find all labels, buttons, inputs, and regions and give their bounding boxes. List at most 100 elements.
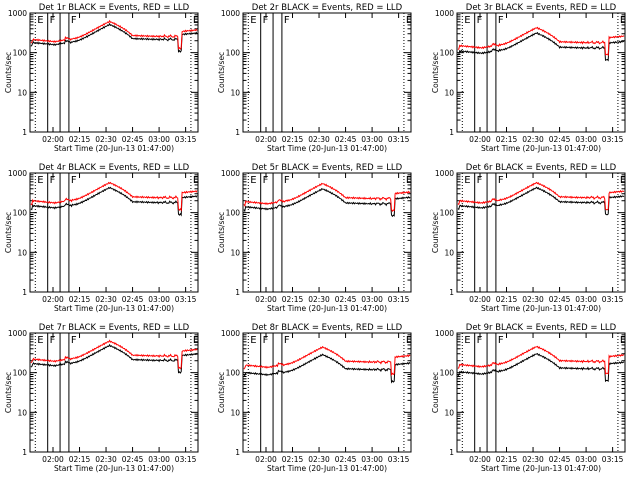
chart-title: Det 9r BLACK = Events, RED = LLD: [466, 323, 617, 333]
marker-label: F: [263, 15, 269, 26]
marker-label: F: [498, 15, 504, 26]
x-tick-label: 02:30: [522, 295, 544, 304]
x-tick-label: 02:45: [335, 295, 357, 304]
y-tick-label: 100: [226, 209, 241, 218]
marker-label: E: [464, 175, 470, 186]
marker-label: E: [37, 335, 43, 346]
series-line-lld: [457, 26, 625, 57]
marker-label: E: [37, 15, 43, 26]
x-tick-label: 02:15: [496, 135, 518, 144]
chart-title: Det 5r BLACK = Events, RED = LLD: [252, 163, 403, 173]
marker-label: F: [498, 175, 504, 186]
marker-label: E: [406, 335, 412, 346]
y-axis-label: Counts/sec: [217, 372, 226, 413]
y-tick-label: 10: [444, 408, 454, 417]
marker-label: E: [193, 15, 199, 26]
marker-label: F: [50, 15, 56, 26]
marker-label: F: [477, 15, 483, 26]
x-tick-label: 02:15: [282, 135, 304, 144]
x-tick-label: 03:00: [148, 135, 170, 144]
x-tick-label: 03:00: [361, 295, 383, 304]
x-tick-label: 02:15: [69, 455, 91, 464]
x-axis-label: Start Time (20-Jun-13 01:47:00): [54, 464, 174, 473]
x-tick-label: 03:15: [602, 295, 624, 304]
x-tick-label: 02:45: [122, 135, 144, 144]
x-axis-label: Start Time (20-Jun-13 01:47:00): [481, 464, 601, 473]
x-tick-label: 03:00: [575, 135, 597, 144]
y-tick-label: 1000: [221, 329, 240, 338]
y-tick-label: 1000: [8, 9, 27, 18]
series-line-lld: [457, 345, 625, 375]
marker-label: F: [284, 335, 290, 346]
y-axis-label: Counts/sec: [431, 212, 440, 253]
marker-label: E: [464, 335, 470, 346]
y-tick-label: 10: [17, 408, 27, 417]
x-tick-label: 02:30: [308, 295, 330, 304]
y-tick-label: 100: [226, 49, 241, 58]
y-tick-label: 10: [17, 88, 27, 97]
y-tick-label: 100: [226, 369, 241, 378]
chart-title: Det 2r BLACK = Events, RED = LLD: [252, 3, 403, 13]
marker-label: E: [406, 175, 412, 186]
y-tick-label: 1000: [8, 169, 27, 178]
y-tick-label: 100: [13, 209, 28, 218]
chart-title: Det 8r BLACK = Events, RED = LLD: [252, 323, 403, 333]
chart-panel-9: Det 9r BLACK = Events, RED = LLD 1 10 100 10…: [431, 323, 626, 473]
plot-frame: [456, 12, 626, 133]
plot-frame: [29, 172, 199, 293]
x-tick-label: 02:45: [335, 135, 357, 144]
x-tick-label: 02:15: [69, 135, 91, 144]
y-axis-label: Counts/sec: [4, 372, 13, 413]
y-tick-label: 1: [449, 448, 454, 457]
plot-frame: [242, 12, 412, 133]
x-axis-label: Start Time (20-Jun-13 01:47:00): [481, 304, 601, 313]
x-tick-label: 02:00: [469, 455, 491, 464]
x-tick-label: 03:00: [148, 455, 170, 464]
plot-frame: [456, 332, 626, 453]
x-tick-label: 03:15: [175, 455, 197, 464]
marker-label: E: [406, 15, 412, 26]
x-tick-label: 02:30: [308, 455, 330, 464]
y-axis-label: Counts/sec: [431, 372, 440, 413]
chart-panel-5: Det 5r BLACK = Events, RED = LLD 1 10 100 10…: [217, 163, 412, 313]
x-tick-label: 02:45: [549, 135, 571, 144]
series-line-lld: [457, 181, 625, 211]
marker-label: E: [37, 175, 43, 186]
x-tick-label: 03:15: [388, 135, 410, 144]
y-tick-label: 1: [449, 288, 454, 297]
x-axis-label: Start Time (20-Jun-13 01:47:00): [267, 304, 387, 313]
marker-label: F: [284, 175, 290, 186]
y-tick-label: 1: [235, 448, 240, 457]
chart-panel-1: Det 1r BLACK = Events, RED = LLD 1 10 100 10…: [4, 3, 199, 153]
chart-panel-7: Det 7r BLACK = Events, RED = LLD 1 10 100 10…: [4, 323, 199, 473]
chart-title: Det 7r BLACK = Events, RED = LLD: [39, 323, 190, 333]
y-tick-label: 100: [13, 369, 28, 378]
x-tick-label: 03:15: [602, 135, 624, 144]
series-line-events: [30, 343, 198, 374]
x-tick-label: 02:30: [95, 135, 117, 144]
x-tick-label: 02:00: [255, 135, 277, 144]
marker-label: F: [71, 175, 77, 186]
x-tick-label: 02:15: [282, 455, 304, 464]
marker-label: F: [477, 175, 483, 186]
series-line-lld: [243, 345, 411, 377]
x-tick-label: 02:45: [122, 295, 144, 304]
series-line-events: [457, 352, 625, 383]
y-axis-label: Counts/sec: [4, 52, 13, 93]
y-tick-label: 10: [444, 248, 454, 257]
chart-panel-2: Det 2r BLACK = Events, RED = LLD 1 10 100 10…: [217, 3, 412, 153]
plot-frame: [29, 332, 199, 453]
series-line-events: [457, 186, 625, 216]
x-axis-label: Start Time (20-Jun-13 01:47:00): [481, 144, 601, 153]
x-tick-label: 02:00: [469, 295, 491, 304]
y-axis-label: Counts/sec: [431, 52, 440, 93]
marker-label: E: [620, 175, 626, 186]
chart-title: Det 3r BLACK = Events, RED = LLD: [466, 3, 617, 13]
chart-panel-8: Det 8r BLACK = Events, RED = LLD 1 10 100 10…: [217, 323, 412, 473]
series-line-lld: [30, 339, 198, 370]
y-tick-label: 1000: [221, 9, 240, 18]
marker-label: E: [250, 15, 256, 26]
marker-label: E: [193, 175, 199, 186]
x-tick-label: 02:30: [308, 135, 330, 144]
